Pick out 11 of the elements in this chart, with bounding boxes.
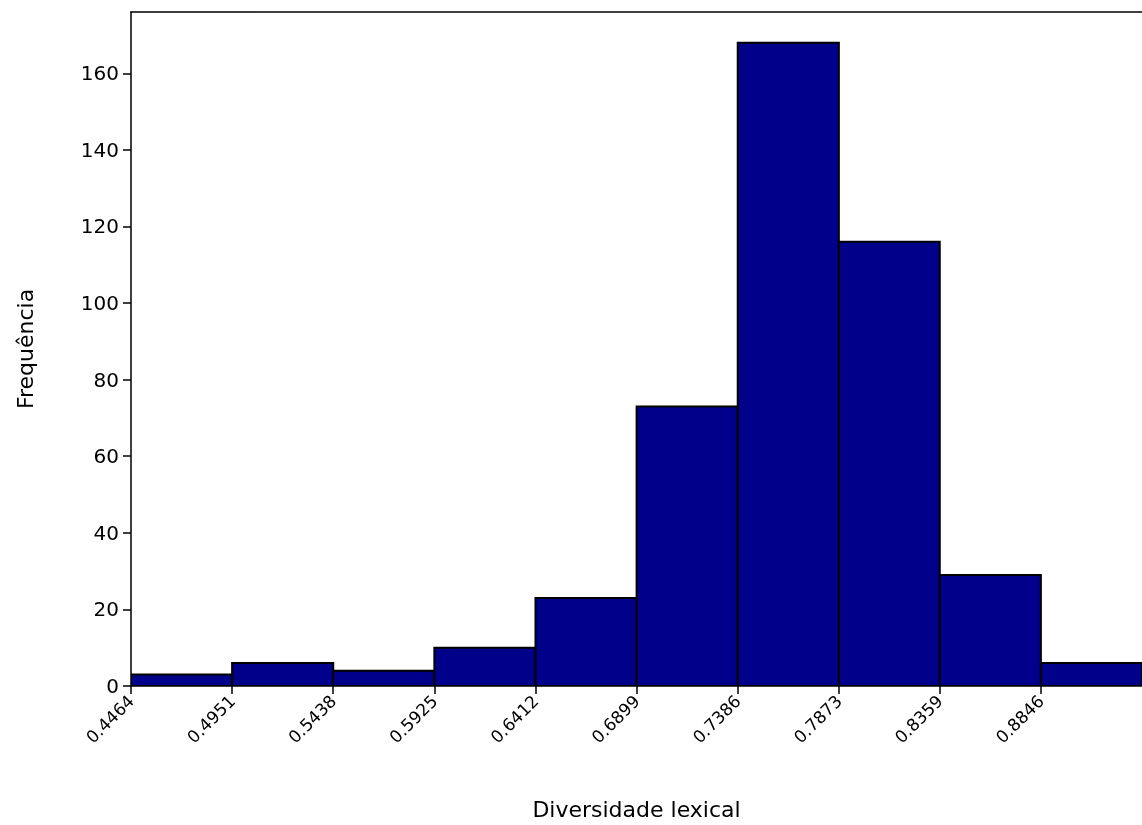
- y-tick-label: 140: [80, 137, 119, 162]
- y-tick-label: 20: [93, 597, 119, 622]
- y-tick-label: 80: [93, 367, 119, 392]
- y-axis-title: Frequência: [12, 288, 38, 410]
- y-tick-label: 120: [80, 214, 119, 239]
- y-tick-label: 0: [106, 674, 119, 698]
- y-tick-label: 160: [80, 61, 119, 86]
- y-tick-label: 100: [80, 291, 119, 316]
- x-axis-title: Diversidade lexical: [532, 796, 741, 822]
- y-tick-label: 60: [93, 444, 119, 469]
- y-tick-label: 40: [93, 520, 119, 545]
